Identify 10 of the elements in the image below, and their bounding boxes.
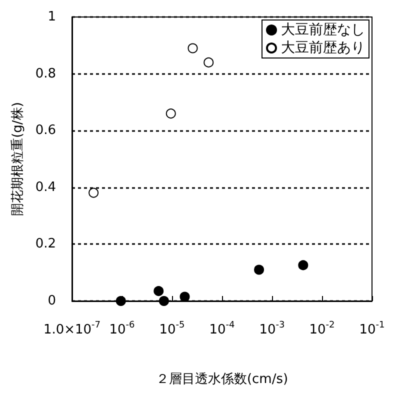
legend-label: 大豆前歴なし xyxy=(281,22,365,38)
y-tick-label: 0.2 xyxy=(35,236,56,252)
y-tick-label: 0.8 xyxy=(35,66,56,82)
y-tick-label: 1 xyxy=(48,10,56,24)
y-tick-label: 0 xyxy=(48,294,56,308)
y-tick-label: 0.6 xyxy=(35,123,56,138)
x-axis-title: ２層目透水係数(cm/s) xyxy=(156,372,288,387)
y-tick-label: 0.4 xyxy=(35,180,56,195)
legend-label: 大豆前歴あり xyxy=(281,40,365,56)
y-axis-title: 開花期根粒重(g/株) xyxy=(10,102,26,216)
